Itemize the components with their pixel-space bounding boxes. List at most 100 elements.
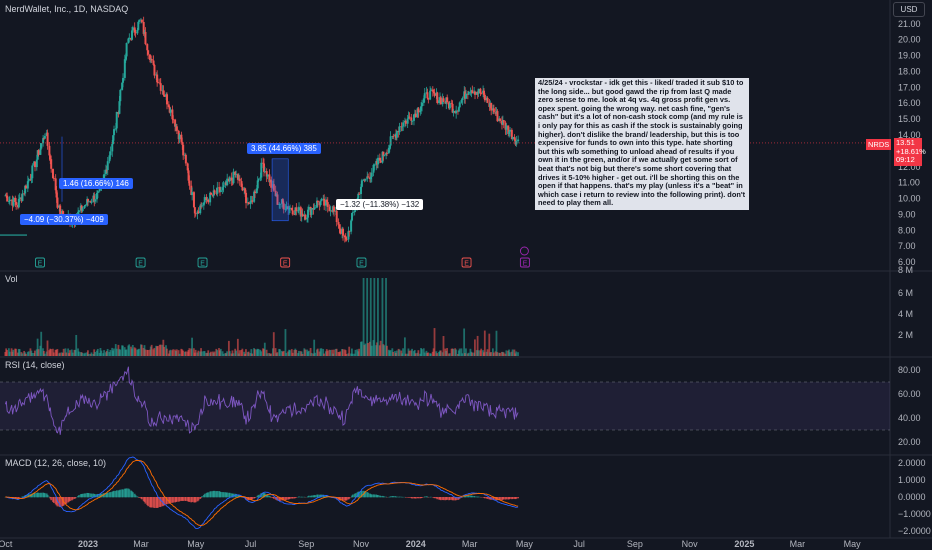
volume-bar: [301, 353, 304, 356]
candle-body: [118, 101, 121, 114]
macd-hist-bar: [460, 497, 463, 498]
volume-bar: [304, 349, 307, 356]
measure-tag-1[interactable]: 1.46 (16.66%) 146: [59, 178, 133, 189]
candle-body: [422, 98, 425, 103]
candle-body: [326, 202, 329, 207]
volume-bar: [131, 344, 134, 356]
volume-bar: [360, 341, 363, 356]
candle-body: [401, 126, 404, 128]
measure-tag-4[interactable]: −1.32 (−11.38%) −132: [336, 199, 424, 210]
price-tick-label: 17.00: [898, 82, 921, 92]
candle-body: [254, 191, 257, 194]
candle-body: [90, 202, 93, 203]
macd-hist-bar: [511, 497, 514, 499]
candle-body: [172, 119, 175, 121]
candle-body: [282, 203, 285, 210]
macd-tick-label: −1.0000: [898, 509, 931, 519]
candle-body: [469, 91, 472, 93]
volume-bar: [56, 349, 59, 356]
measure-tag-2[interactable]: −4.09 (−30.37%) −409: [20, 214, 108, 225]
macd-hist-bar: [257, 494, 260, 498]
candle-body: [158, 82, 161, 84]
macd-hist-bar: [339, 497, 342, 501]
candle-body: [266, 174, 269, 177]
volume-bar: [358, 348, 360, 356]
macd-hist-bar: [351, 494, 354, 498]
volume-bars: [4, 278, 519, 356]
candle-body: [412, 114, 415, 121]
volume-bar: [367, 343, 369, 356]
earnings-marker-label: E: [200, 261, 205, 268]
candle-body: [219, 190, 222, 192]
candle-body: [24, 185, 27, 194]
candle-body: [138, 20, 141, 22]
volume-bar: [235, 350, 237, 356]
macd-hist-bar: [295, 497, 298, 498]
candle-body: [513, 136, 516, 140]
volume-bar: [144, 349, 147, 356]
candle-body: [127, 38, 130, 44]
volume-bar: [128, 344, 131, 356]
macd-tick-label: −2.0000: [898, 526, 931, 536]
macd-hist-bar: [115, 490, 118, 498]
currency-button[interactable]: USD: [893, 2, 925, 17]
candle-body: [411, 120, 414, 122]
volume-bar: [207, 350, 210, 356]
volume-bar: [51, 348, 54, 356]
candle-body: [419, 110, 422, 113]
macd-hist-bar: [138, 497, 141, 498]
macd-hist-bar: [426, 496, 429, 498]
macd-hist-bar: [235, 493, 238, 498]
candle-body: [98, 189, 101, 192]
candle-body: [502, 120, 505, 123]
candle-body: [255, 188, 258, 194]
candle-body: [329, 210, 332, 212]
candle-body: [205, 197, 208, 201]
candle-body: [96, 191, 99, 193]
time-tick-label: May: [844, 539, 862, 549]
candle-body: [342, 228, 345, 236]
candle-body: [121, 82, 124, 90]
candle-body: [119, 89, 122, 102]
candle-body: [193, 207, 196, 214]
macd-hist-bar: [499, 497, 502, 501]
measure-tag-3[interactable]: 3.85 (44.66%) 385: [247, 143, 321, 154]
candle-body: [190, 185, 193, 195]
volume-bar: [222, 353, 225, 356]
candle-body: [301, 213, 304, 217]
volume-bar: [6, 350, 8, 356]
earnings-marker-icon: [35, 257, 45, 268]
candle-body: [343, 235, 346, 238]
candle-body: [43, 136, 46, 139]
candle-body: [379, 160, 382, 163]
volume-bar: [448, 353, 451, 356]
candle-body: [366, 176, 369, 179]
macd-hist-bar: [348, 497, 351, 499]
macd-hist-bar: [52, 497, 55, 503]
volume-bar: [446, 348, 448, 356]
macd-hist-bar: [119, 489, 122, 498]
volume-bar: [366, 278, 369, 356]
candle-body: [295, 207, 298, 212]
text-note[interactable]: 4/25/24 - vrockstar - idk get this - lik…: [535, 78, 749, 210]
candle-body: [94, 199, 97, 202]
macd-hist-bar: [184, 497, 187, 501]
candle-body: [347, 231, 350, 240]
time-tick-label: Jul: [245, 539, 257, 549]
volume-bar: [34, 350, 36, 356]
volume-bar: [191, 337, 193, 356]
macd-hist-bar: [251, 497, 254, 500]
volume-bar: [203, 351, 206, 356]
candle-body: [136, 29, 139, 34]
macd-hist-bar: [358, 491, 361, 498]
macd-hist-bar: [216, 491, 219, 498]
volume-bar: [373, 278, 376, 356]
macd-hist-bar: [439, 497, 442, 501]
volume-bar: [386, 345, 388, 356]
macd-hist-bar: [84, 493, 87, 498]
volume-bar: [188, 348, 191, 356]
macd-tick-label: 0.0000: [898, 492, 926, 502]
volume-bar: [455, 349, 457, 356]
volume-bar: [59, 352, 61, 356]
